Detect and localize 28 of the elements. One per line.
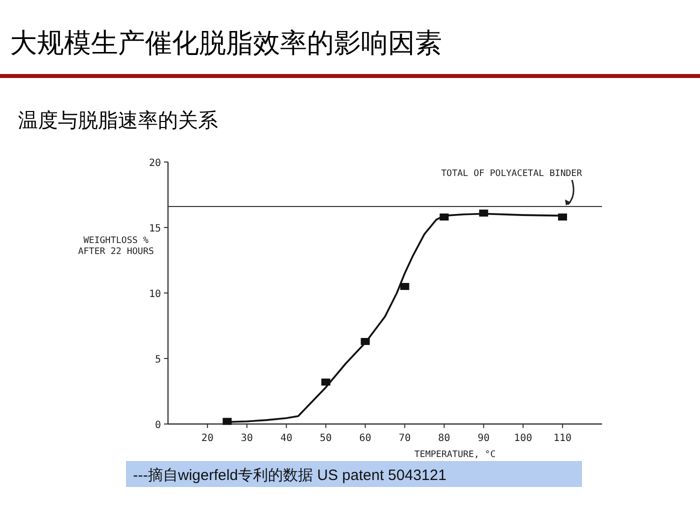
ref-line-label: TOTAL OF POLYACETAL BINDER [441, 169, 583, 179]
chart-subtitle: 温度与脱脂速率的关系 [18, 110, 218, 132]
y-tick-label: 15 [148, 224, 161, 234]
x-tick-label: 50 [320, 433, 332, 444]
y-axis-title: WEIGHTLOSS % AFTER 22 HOURS [78, 236, 154, 257]
point [222, 418, 232, 425]
x-tick-label: 70 [398, 433, 411, 444]
x-axis-title: TEMPERATURE, °C [414, 450, 496, 460]
y-tick-label: 20 [148, 158, 161, 169]
x-tick-label: 40 [280, 433, 292, 444]
x-tick-label: 80 [438, 433, 450, 444]
x-tick-label: 20 [201, 433, 214, 444]
x-tick-label: 30 [240, 433, 253, 444]
point [360, 338, 370, 345]
x-tick-label: 60 [359, 433, 372, 444]
y-tick-label: 5 [154, 354, 161, 366]
y-tick-label: 10 [148, 289, 161, 300]
text: ---摘自wigerfeld专利的数据 US patent 5043121 [133, 467, 446, 484]
point [558, 214, 568, 221]
y-tick-label: 0 [154, 420, 161, 431]
chart-title: 大规模生产催化脱脂效率的影响因素 [10, 28, 442, 58]
point [479, 210, 488, 217]
point [321, 378, 330, 386]
point [400, 282, 410, 290]
x-tick-label: 90 [478, 433, 490, 444]
x-tick-label: 110 [554, 433, 572, 444]
x-tick-label: 100 [514, 433, 532, 444]
point [440, 214, 449, 221]
